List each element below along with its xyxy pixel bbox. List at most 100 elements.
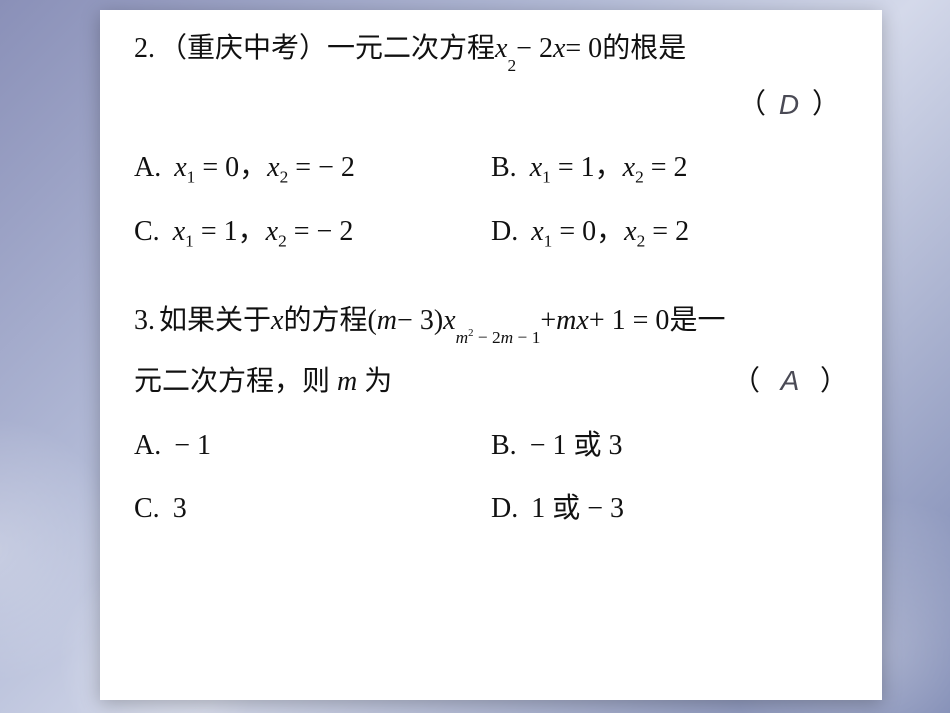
exponent: m2 − 2m − 1 (456, 333, 541, 338)
val: − 1 (167, 430, 211, 461)
lparen: ( (367, 304, 376, 338)
q3-answer: A (767, 364, 813, 398)
q3-choice-b: B. − 1 或 3 (491, 429, 848, 463)
t: 元二次方程，则 (134, 366, 337, 397)
val: 3 (602, 430, 623, 461)
val: = 1 (194, 216, 238, 247)
sub: 1 (185, 231, 194, 250)
q2-choice-b: B. x1 = 1，x2 = 2 (491, 151, 848, 185)
sep: ， (238, 216, 266, 247)
cn: 或 (552, 493, 580, 524)
t: 为 (357, 366, 392, 397)
q3-x: x (271, 304, 283, 338)
choice-label: C. (134, 216, 160, 247)
paren-open: （ (738, 88, 766, 122)
sub: 2 (637, 231, 646, 250)
q2-choice-c: C. x1 = 1，x2 = − 2 (134, 215, 491, 249)
mx-x: x (576, 304, 588, 338)
sub: 1 (542, 168, 551, 187)
val: = 2 (645, 216, 689, 247)
q3-choice-d: D. 1 或 − 3 (491, 492, 848, 526)
sep: ， (239, 152, 267, 183)
choice-label: C. (134, 493, 160, 524)
sep: ， (595, 152, 623, 183)
choice-label: B. (491, 430, 517, 461)
em2: m (501, 328, 514, 347)
sub: 2 (280, 168, 289, 187)
m: m (377, 304, 397, 338)
q2-eq-x2: x (553, 32, 565, 66)
q3-number: 3. (134, 304, 155, 338)
var: x (267, 152, 279, 183)
q2-choice-a: A. x1 = 0，x2 = − 2 (134, 151, 491, 185)
val: = 2 (644, 152, 688, 183)
etail: − 1 (513, 328, 540, 347)
q2-col-left: A. x1 = 0，x2 = − 2 C. x1 = 1，x2 = − 2 (134, 151, 491, 278)
sub: 2 (278, 231, 287, 250)
paren-open: （ (732, 366, 760, 397)
q3-choices: A. − 1 C. 3 B. − 1 或 3 D. 1 或 − 3 (134, 429, 848, 556)
choice-label: D. (491, 216, 518, 247)
sep: ， (596, 216, 624, 247)
em: m (456, 328, 469, 347)
m: m (337, 366, 357, 397)
sub: 2 (635, 168, 644, 187)
slide-content: 2. （重庆中考） 一元二次方程 x2 − 2x = 0 的根是 （ D ） A… (100, 10, 882, 556)
plus: + (540, 304, 556, 338)
slide-card: 2. （重庆中考） 一元二次方程 x2 − 2x = 0 的根是 （ D ） A… (100, 10, 882, 700)
q2-eq-mid: − 2 (516, 32, 553, 66)
q3-mid: 的方程 (283, 304, 367, 338)
q2-answer: D (766, 88, 812, 122)
val: = 0 (552, 216, 596, 247)
q2-stem: 2. （重庆中考） 一元二次方程 x2 − 2x = 0 的根是 (134, 32, 848, 66)
choice-label: D. (491, 493, 518, 524)
var: x (530, 152, 542, 183)
var: x (174, 152, 186, 183)
var: x (623, 152, 635, 183)
choice-label: B. (491, 152, 517, 183)
q2-text-pre: 一元二次方程 (327, 32, 495, 66)
q3-choice-c: C. 3 (134, 492, 491, 526)
val: − 1 (523, 430, 574, 461)
val: 3 (166, 493, 187, 524)
minus3: − 3 (397, 304, 434, 338)
val: = − 2 (287, 216, 354, 247)
q3-post: 是一 (669, 304, 725, 338)
emid: − 2 (474, 328, 501, 347)
q2-answer-row: （ D ） (134, 88, 848, 122)
q3-choice-a: A. − 1 (134, 429, 491, 463)
var: x (531, 216, 543, 247)
q3-line2-left: 元二次方程，则 m 为 (134, 365, 392, 399)
q3-col-right: B. − 1 或 3 D. 1 或 − 3 (491, 429, 848, 556)
val: − 3 (580, 493, 624, 524)
val: = 1 (551, 152, 595, 183)
mx-m: m (556, 304, 576, 338)
var: x (624, 216, 636, 247)
q3-pre: 如果关于 (159, 304, 271, 338)
base-x: x (443, 304, 455, 338)
paren-close: ） (812, 88, 840, 122)
q3-col-left: A. − 1 C. 3 (134, 429, 491, 556)
choice-label: A. (134, 152, 161, 183)
val: = − 2 (288, 152, 355, 183)
val: 1 (524, 493, 552, 524)
q2-number: 2. (134, 32, 155, 66)
q2-source: （重庆中考） (159, 32, 327, 66)
q2-text-post: 的根是 (602, 32, 686, 66)
q2-eq-x: x (495, 32, 507, 66)
var: x (266, 216, 278, 247)
rparen: ) (434, 304, 443, 338)
q3-answer-paren: （ A ） (732, 364, 848, 399)
val: = 0 (195, 152, 239, 183)
q2-choice-d: D. x1 = 0，x2 = 2 (491, 215, 848, 249)
choice-label: A. (134, 430, 161, 461)
var: x (173, 216, 185, 247)
paren-close: ） (820, 366, 848, 397)
q2-col-right: B. x1 = 1，x2 = 2 D. x1 = 0，x2 = 2 (491, 151, 848, 278)
cn: 或 (573, 430, 601, 461)
q2-choices: A. x1 = 0，x2 = − 2 C. x1 = 1，x2 = − 2 B.… (134, 151, 848, 278)
q3-stem-line1: 3. 如果关于 x 的方程 (m − 3)xm2 − 2m − 1 + mx +… (134, 304, 848, 338)
q3-stem-line2: 元二次方程，则 m 为 （ A ） (134, 364, 848, 399)
plus1: + 1 = 0 (589, 304, 670, 338)
q2-eq-eq: = 0 (565, 32, 602, 66)
